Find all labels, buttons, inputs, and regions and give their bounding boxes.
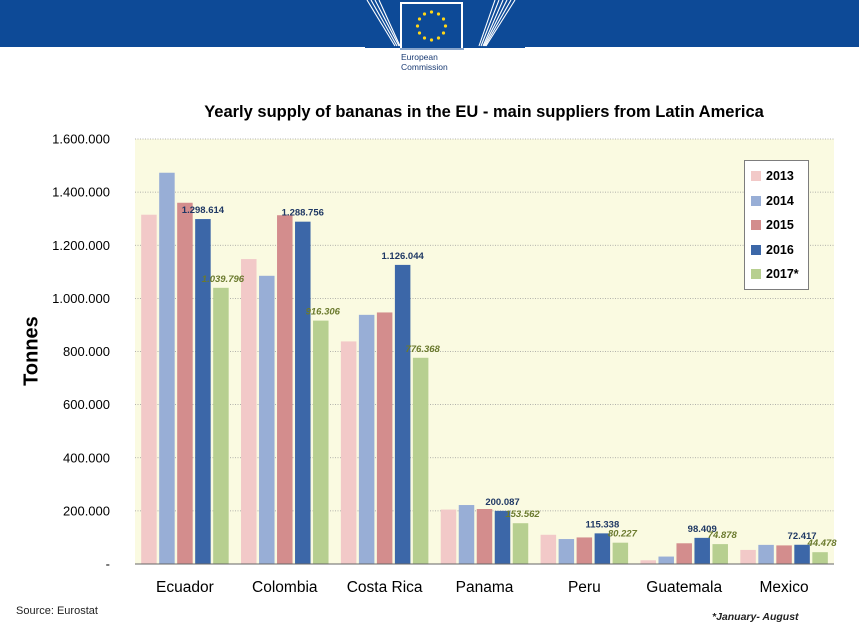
bar-2014-peru <box>558 539 575 564</box>
x-tick-label: Panama <box>456 579 514 596</box>
data-label-2017: 1.039.796 <box>202 274 245 285</box>
y-tick-label: 1.200.000 <box>52 238 110 253</box>
org-name-line2: Commission <box>401 62 448 72</box>
bar-2016-ecuador <box>195 219 211 564</box>
bar-2014-ecuador <box>159 172 175 564</box>
data-label-2016: 200.087 <box>485 497 519 508</box>
y-tick-label: 600.000 <box>63 397 110 412</box>
legend-label: 2014 <box>766 193 794 208</box>
source-note: Source: Eurostat <box>16 605 98 617</box>
org-name-line1: European <box>401 52 438 62</box>
bar-2017-ecuador <box>213 287 229 564</box>
bar-2014-panama <box>458 505 475 564</box>
data-label-2017: 153.562 <box>505 509 540 520</box>
legend-label: 2015 <box>766 218 794 233</box>
footnote: *January- August <box>712 611 799 623</box>
bar-2013-panama <box>440 509 457 564</box>
x-tick-label: Mexico <box>760 579 809 596</box>
bar-2016-colombia <box>295 221 311 564</box>
legend-label: 2016 <box>766 242 794 257</box>
legend-swatch <box>751 195 761 206</box>
data-label-2016: 72.417 <box>788 531 817 542</box>
legend-swatch <box>751 269 761 280</box>
legend-item: 2015 <box>751 213 808 238</box>
bar-2013-ecuador <box>141 214 157 564</box>
bar-2015-guatemala <box>676 543 692 564</box>
gridlines <box>135 138 834 512</box>
bar-2017-colombia <box>313 320 329 564</box>
data-label-2017: 44.478 <box>807 538 838 549</box>
y-tick-label: 1.400.000 <box>52 185 110 200</box>
legend-swatch <box>751 244 761 255</box>
legend: 2013 2014 2015 2016 2017* <box>744 160 809 290</box>
data-label-2017: 776.368 <box>405 344 440 355</box>
y-tick-label: 800.000 <box>63 344 110 359</box>
bar-2016-guatemala <box>694 537 710 564</box>
bar-2016-costa-rica <box>394 264 411 564</box>
bar-2013-mexico <box>740 549 756 564</box>
y-tick-label: - <box>106 557 110 572</box>
bar-2014-costa-rica <box>358 314 375 564</box>
legend-item: 2016 <box>751 238 808 263</box>
data-label-2017: 74.878 <box>708 530 738 541</box>
data-label-2016: 1.298.614 <box>182 205 225 216</box>
bar-2013-peru <box>540 534 557 564</box>
legend-item: 2014 <box>751 189 808 214</box>
legend-swatch <box>751 171 761 182</box>
legend-item: 2013 <box>751 164 808 189</box>
bar-2015-mexico <box>776 545 792 564</box>
x-tick-labels: Ecuador Colombia Costa Rica Panama Peru Guate… <box>156 579 809 596</box>
y-tick-labels: - 200.000 400.000 600.000 800.000 1.000.000 1.… <box>52 132 110 572</box>
ec-logo <box>365 0 525 80</box>
logo-lines-graphic <box>365 0 525 50</box>
bar-2014-guatemala <box>658 556 674 564</box>
bar-2017-costa-rica <box>412 357 429 564</box>
data-label-2017: 80.227 <box>608 529 638 540</box>
legend-item: 2017* <box>751 262 808 287</box>
legend-label: 2013 <box>766 169 794 184</box>
data-labels: 1.298.614 1.039.796 1.288.756 916.306 1.126.… <box>182 205 838 549</box>
bar-2013-colombia <box>241 259 257 564</box>
bar-2014-colombia <box>259 275 275 564</box>
bar-2017-mexico <box>812 552 828 564</box>
org-name: European Commission <box>401 52 448 72</box>
bar-2013-costa-rica <box>340 341 357 564</box>
legend-swatch <box>751 220 761 231</box>
bar-2014-mexico <box>758 544 774 564</box>
data-label-2016: 1.288.756 <box>282 208 324 219</box>
x-tick-label: Costa Rica <box>347 579 423 596</box>
bar-2017-guatemala <box>712 544 728 564</box>
bars <box>141 172 828 564</box>
bar-2015-panama <box>476 509 493 564</box>
chart-title: Yearly supply of bananas in the EU - mai… <box>204 103 764 121</box>
data-label-2017: 916.306 <box>306 307 341 318</box>
x-tick-label: Peru <box>568 579 601 596</box>
x-tick-label: Ecuador <box>156 579 214 596</box>
data-label-2016: 1.126.044 <box>382 251 425 262</box>
bar-2017-peru <box>612 542 629 564</box>
x-tick-label: Colombia <box>252 579 318 596</box>
data-label-2016: 115.338 <box>585 519 619 530</box>
eu-stars-icon <box>415 10 448 42</box>
bar-2017-panama <box>512 523 529 564</box>
bar-2015-ecuador <box>177 202 193 564</box>
bar-2016-peru <box>594 533 611 564</box>
bar-2016-mexico <box>794 544 810 564</box>
data-label-2016: 98.409 <box>688 524 717 535</box>
legend-label: 2017* <box>766 267 799 282</box>
bar-2015-peru <box>576 537 593 564</box>
y-tick-label: 200.000 <box>63 503 110 518</box>
bar-2015-costa-rica <box>376 312 393 564</box>
y-tick-label: 400.000 <box>63 450 110 465</box>
bar-2015-colombia <box>277 215 293 564</box>
y-tick-label: 1.600.000 <box>52 132 110 147</box>
y-tick-label: 1.000.000 <box>52 291 110 306</box>
bar-2016-panama <box>494 510 511 564</box>
x-tick-label: Guatemala <box>646 579 722 596</box>
bar-2013-guatemala <box>640 560 656 564</box>
